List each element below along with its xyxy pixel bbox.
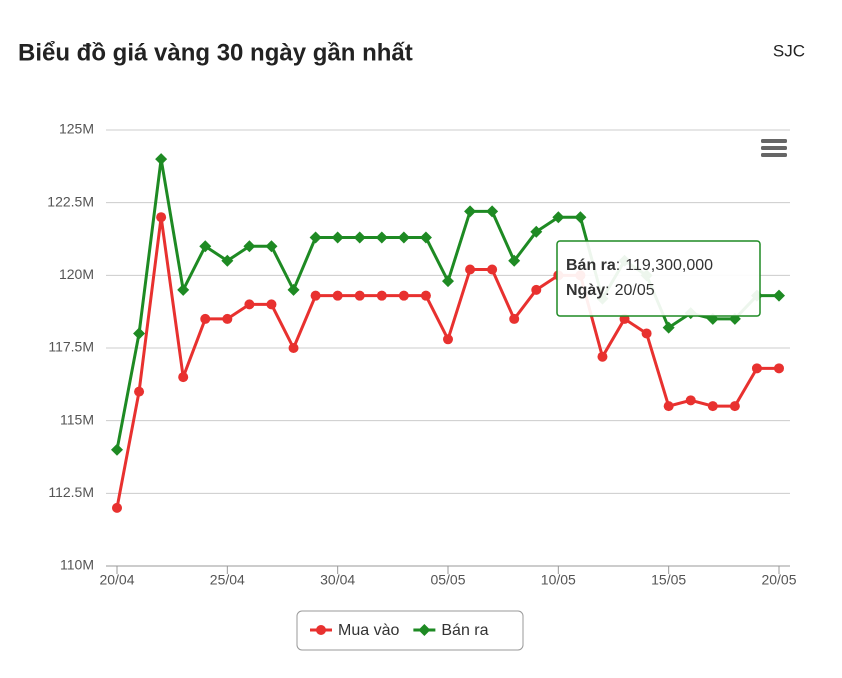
tooltip-series: Bán ra <box>566 257 616 274</box>
y-tick-label: 110M <box>60 557 94 573</box>
point <box>111 443 123 456</box>
point <box>156 212 167 223</box>
point <box>597 351 608 362</box>
legend-marker <box>418 624 431 636</box>
point <box>465 264 476 275</box>
point <box>266 299 277 310</box>
legend-box <box>296 610 524 651</box>
x-tick-label: 10/05 <box>541 572 576 588</box>
point <box>265 240 278 253</box>
tooltip-box <box>556 240 761 317</box>
point <box>200 313 211 324</box>
point <box>443 334 453 345</box>
point <box>310 290 321 301</box>
point <box>309 231 322 244</box>
legend-item[interactable]: Bán ra <box>413 622 489 639</box>
point <box>288 343 299 353</box>
point <box>332 290 343 301</box>
source-label: SJC <box>773 41 805 60</box>
legend-label: Mua vào <box>338 622 399 639</box>
point <box>134 386 145 397</box>
y-tick-label: 125M <box>59 121 94 137</box>
point <box>508 254 521 267</box>
menu-bar[interactable] <box>761 139 787 143</box>
legend-label: Bán ra <box>441 622 488 639</box>
point <box>442 275 454 288</box>
tooltip-separator: : <box>605 282 609 299</box>
point <box>751 363 762 374</box>
tooltip-date: 20/05 <box>615 282 655 299</box>
x-tick-label: 25/04 <box>210 572 245 588</box>
tooltip-date-label: Ngày <box>566 282 605 299</box>
point <box>685 395 696 406</box>
point <box>244 299 255 310</box>
point <box>420 290 431 301</box>
point <box>133 327 146 340</box>
point <box>243 240 256 253</box>
y-tick-label: 117.5M <box>48 339 94 355</box>
point <box>663 401 674 412</box>
point <box>177 283 190 296</box>
point <box>222 313 233 324</box>
point <box>397 231 410 244</box>
menu-bar[interactable] <box>761 153 787 157</box>
point <box>773 289 785 302</box>
point <box>112 502 122 513</box>
point <box>530 225 543 238</box>
point <box>353 231 366 244</box>
point <box>729 401 740 412</box>
point <box>398 290 409 301</box>
tooltip-line: Bán ra: 119,300,000 <box>566 257 713 274</box>
y-tick-label: 115M <box>60 411 94 427</box>
point <box>641 328 652 339</box>
y-tick-label: 120M <box>59 266 94 282</box>
tooltip-value: 119,300,000 <box>625 257 713 274</box>
point <box>774 363 784 374</box>
x-tick-label: 20/05 <box>761 572 796 588</box>
legend-item[interactable]: Mua vào <box>310 622 399 639</box>
point <box>331 231 344 244</box>
point <box>178 372 189 383</box>
menu-bar[interactable] <box>761 146 787 150</box>
point <box>155 153 168 166</box>
point <box>552 211 565 224</box>
x-tick-label: 20/04 <box>99 572 134 588</box>
tooltip-line: Ngày: 20/05 <box>566 282 655 299</box>
menu-button[interactable] <box>761 139 787 157</box>
point <box>531 284 542 295</box>
point <box>574 211 587 224</box>
point <box>486 205 499 218</box>
point <box>221 254 234 267</box>
x-tick-label: 15/05 <box>651 572 686 588</box>
point <box>376 290 387 301</box>
tooltip-separator: : <box>616 257 620 274</box>
point <box>662 321 675 334</box>
chart-title: Biểu đồ giá vàng 30 ngày gần nhất <box>18 39 413 66</box>
point <box>199 240 212 253</box>
point <box>287 283 300 296</box>
point <box>707 401 718 412</box>
point <box>354 290 365 301</box>
legend-marker <box>316 625 326 635</box>
point <box>419 231 432 244</box>
point <box>509 313 520 324</box>
x-tick-label: 30/04 <box>320 572 355 588</box>
x-tick-label: 05/05 <box>430 572 465 588</box>
y-tick-label: 112.5M <box>48 484 94 500</box>
point <box>464 205 477 218</box>
point <box>487 264 498 275</box>
point <box>375 231 388 244</box>
y-tick-label: 122.5M <box>47 193 94 209</box>
